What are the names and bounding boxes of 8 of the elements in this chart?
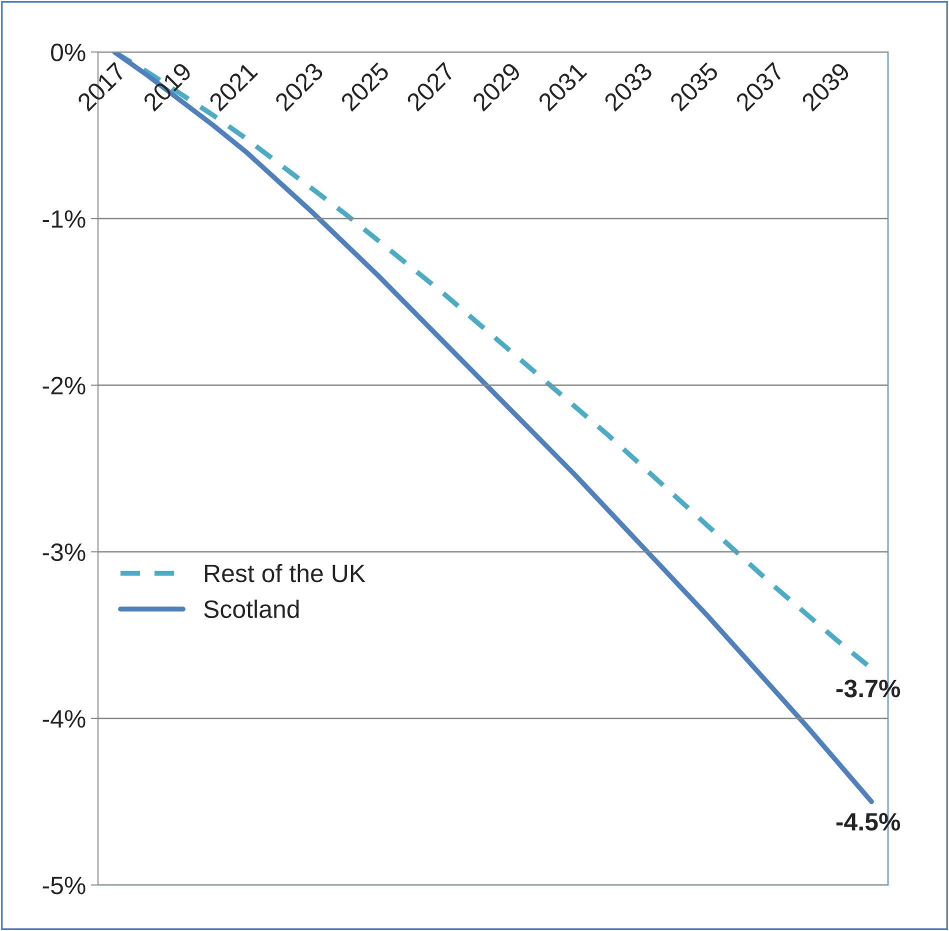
y-tick-label: -1% [42,210,86,228]
y-tick-label: -4% [42,710,86,728]
y-tick-label: 0% [51,44,86,62]
y-tick-label: -3% [42,543,86,562]
legend-label: Rest of the UK [205,564,366,582]
y-tick-label: -5% [42,876,86,894]
legend-label: Scotland [204,600,299,618]
y-tick-label: -2% [42,376,86,394]
